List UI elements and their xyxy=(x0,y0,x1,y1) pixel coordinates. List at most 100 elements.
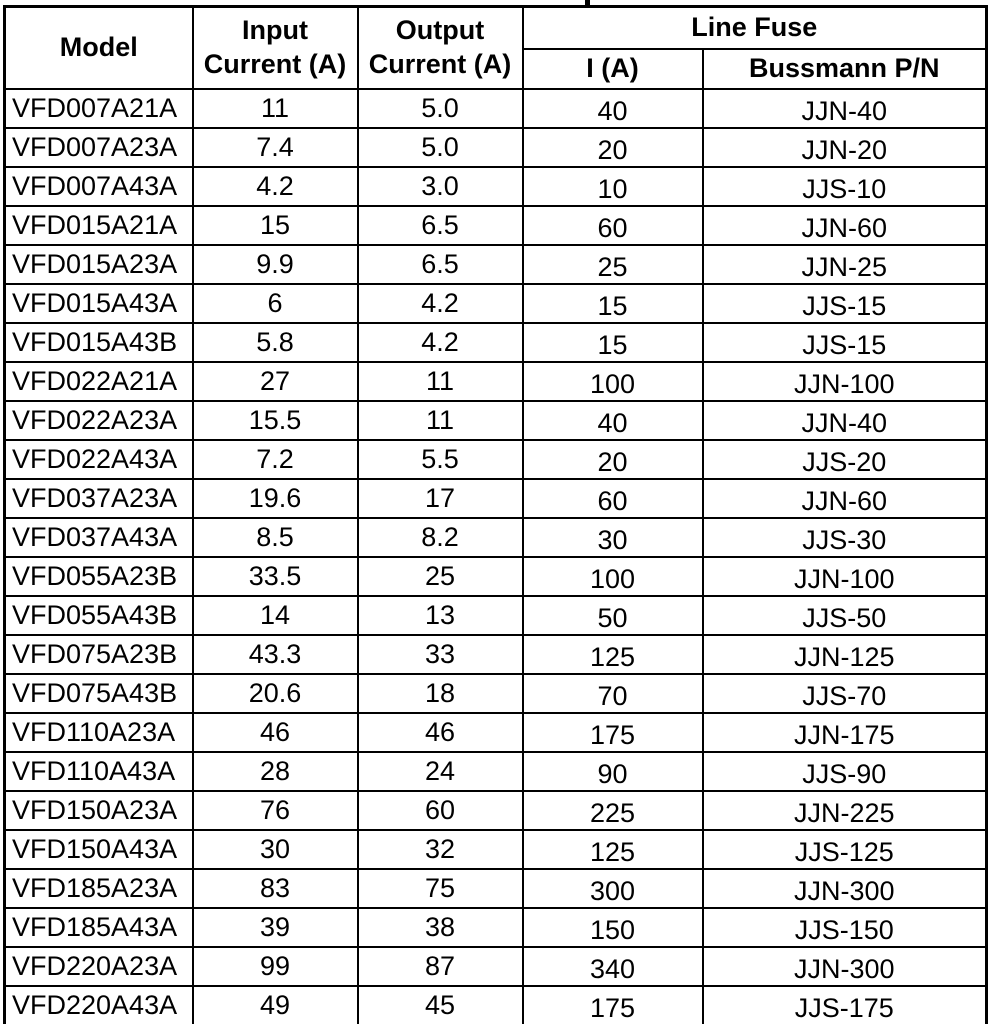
cell-model: VFD037A43A xyxy=(3,516,194,558)
cell-model: VFD015A23A xyxy=(3,243,194,285)
cell-model: VFD150A43A xyxy=(3,828,194,870)
table-row: VFD150A23A 76 60 225 JJN-225 xyxy=(3,789,988,831)
cell-bussmann-pn: JJN-225 xyxy=(701,789,988,831)
cell-fuse-current: 60 xyxy=(521,204,704,246)
table-row: VFD110A23A 46 46 175 JJN-175 xyxy=(3,711,988,753)
cell-fuse-current: 10 xyxy=(521,165,704,207)
table-header: Model Input Current (A) Output Current (… xyxy=(3,5,988,90)
input-header-line1: Input xyxy=(242,15,308,45)
cell-input-current: 11 xyxy=(191,87,359,129)
cell-input-current: 46 xyxy=(191,711,359,753)
table-row: VFD110A43A 28 24 90 JJS-90 xyxy=(3,750,988,792)
cell-output-current: 5.5 xyxy=(356,438,524,480)
cell-bussmann-pn: JJN-40 xyxy=(701,87,988,129)
table-row: VFD015A23A 9.9 6.5 25 JJN-25 xyxy=(3,243,988,285)
cell-bussmann-pn: JJS-90 xyxy=(701,750,988,792)
cell-input-current: 5.8 xyxy=(191,321,359,363)
table-row: VFD185A43A 39 38 150 JJS-150 xyxy=(3,906,988,948)
cell-model: VFD110A43A xyxy=(3,750,194,792)
cell-input-current: 15 xyxy=(191,204,359,246)
cell-model: VFD075A23B xyxy=(3,633,194,675)
cell-fuse-current: 50 xyxy=(521,594,704,636)
cell-input-current: 83 xyxy=(191,867,359,909)
table-row: VFD022A21A 27 11 100 JJN-100 xyxy=(3,360,988,402)
cell-output-current: 5.0 xyxy=(356,87,524,129)
cell-bussmann-pn: JJN-100 xyxy=(701,555,988,597)
cell-model: VFD007A43A xyxy=(3,165,194,207)
cell-model: VFD022A43A xyxy=(3,438,194,480)
cell-model: VFD150A23A xyxy=(3,789,194,831)
cell-output-current: 46 xyxy=(356,711,524,753)
cell-bussmann-pn: JJN-60 xyxy=(701,204,988,246)
cell-output-current: 8.2 xyxy=(356,516,524,558)
cell-model: VFD220A43A xyxy=(3,984,194,1024)
cell-fuse-current: 300 xyxy=(521,867,704,909)
cell-bussmann-pn: JJS-30 xyxy=(701,516,988,558)
cell-model: VFD015A43B xyxy=(3,321,194,363)
table-row: VFD007A23A 7.4 5.0 20 JJN-20 xyxy=(3,126,988,168)
cell-model: VFD015A43A xyxy=(3,282,194,324)
cell-fuse-current: 70 xyxy=(521,672,704,714)
cell-input-current: 7.2 xyxy=(191,438,359,480)
cell-model: VFD037A23A xyxy=(3,477,194,519)
cell-bussmann-pn: JJS-15 xyxy=(701,282,988,324)
column-group-header-line-fuse: Line Fuse xyxy=(521,5,988,50)
cell-output-current: 60 xyxy=(356,789,524,831)
cell-bussmann-pn: JJN-25 xyxy=(701,243,988,285)
cell-fuse-current: 60 xyxy=(521,477,704,519)
table-row: VFD075A23B 43.3 33 125 JJN-125 xyxy=(3,633,988,675)
cell-model: VFD055A23B xyxy=(3,555,194,597)
cell-output-current: 75 xyxy=(356,867,524,909)
cell-model: VFD075A43B xyxy=(3,672,194,714)
column-header-output-current: Output Current (A) xyxy=(356,5,524,90)
cell-input-current: 20.6 xyxy=(191,672,359,714)
cell-fuse-current: 100 xyxy=(521,555,704,597)
column-header-model: Model xyxy=(3,5,194,90)
table-row: VFD015A21A 15 6.5 60 JJN-60 xyxy=(3,204,988,246)
table-row: VFD015A43B 5.8 4.2 15 JJS-15 xyxy=(3,321,988,363)
cell-model: VFD022A21A xyxy=(3,360,194,402)
table-row: VFD185A23A 83 75 300 JJN-300 xyxy=(3,867,988,909)
cell-fuse-current: 150 xyxy=(521,906,704,948)
table-row: VFD037A23A 19.6 17 60 JJN-60 xyxy=(3,477,988,519)
cell-bussmann-pn: JJN-125 xyxy=(701,633,988,675)
column-header-fuse-current: I (A) xyxy=(521,47,704,90)
cell-fuse-current: 340 xyxy=(521,945,704,987)
cell-input-current: 33.5 xyxy=(191,555,359,597)
cell-input-current: 27 xyxy=(191,360,359,402)
cell-input-current: 6 xyxy=(191,282,359,324)
cell-fuse-current: 175 xyxy=(521,711,704,753)
cell-bussmann-pn: JJS-175 xyxy=(701,984,988,1024)
cell-input-current: 30 xyxy=(191,828,359,870)
cell-input-current: 99 xyxy=(191,945,359,987)
table-row: VFD007A43A 4.2 3.0 10 JJS-10 xyxy=(3,165,988,207)
cell-output-current: 11 xyxy=(356,360,524,402)
cell-model: VFD185A43A xyxy=(3,906,194,948)
table-row: VFD055A23B 33.5 25 100 JJN-100 xyxy=(3,555,988,597)
cell-fuse-current: 175 xyxy=(521,984,704,1024)
column-header-input-current: Input Current (A) xyxy=(191,5,359,90)
cell-output-current: 13 xyxy=(356,594,524,636)
cell-fuse-current: 15 xyxy=(521,321,704,363)
cell-input-current: 9.9 xyxy=(191,243,359,285)
cell-output-current: 11 xyxy=(356,399,524,441)
cell-output-current: 87 xyxy=(356,945,524,987)
input-header-line2: Current (A) xyxy=(203,48,347,79)
cell-fuse-current: 90 xyxy=(521,750,704,792)
table-row: VFD075A43B 20.6 18 70 JJS-70 xyxy=(3,672,988,714)
cell-fuse-current: 125 xyxy=(521,633,704,675)
cropped-text-fragment xyxy=(585,0,590,7)
output-header-line2: Current (A) xyxy=(368,48,512,79)
cell-model: VFD110A23A xyxy=(3,711,194,753)
cell-fuse-current: 20 xyxy=(521,126,704,168)
cell-fuse-current: 15 xyxy=(521,282,704,324)
cell-model: VFD185A23A xyxy=(3,867,194,909)
cell-fuse-current: 40 xyxy=(521,399,704,441)
table-row: VFD007A21A 11 5.0 40 JJN-40 xyxy=(3,87,988,129)
cell-input-current: 39 xyxy=(191,906,359,948)
table-row: VFD150A43A 30 32 125 JJS-125 xyxy=(3,828,988,870)
cell-output-current: 3.0 xyxy=(356,165,524,207)
cell-output-current: 6.5 xyxy=(356,243,524,285)
cell-output-current: 32 xyxy=(356,828,524,870)
